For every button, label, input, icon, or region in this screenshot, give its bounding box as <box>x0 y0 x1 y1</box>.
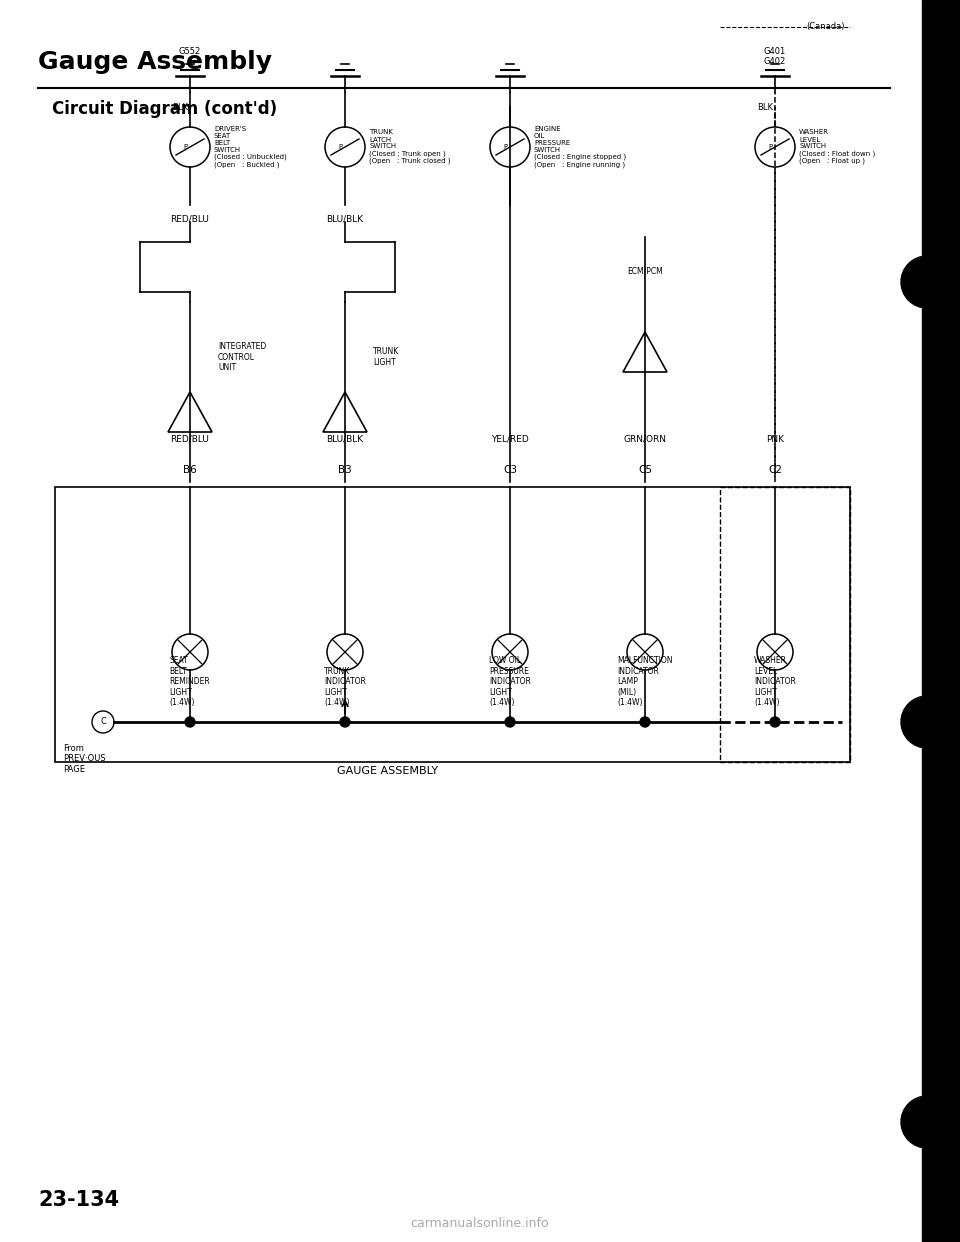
Text: TRUNK
INDICATOR
LIGHT
(1.4W): TRUNK INDICATOR LIGHT (1.4W) <box>324 667 366 707</box>
Text: BLU/BLK: BLU/BLK <box>326 435 364 443</box>
Circle shape <box>340 717 350 727</box>
Text: BLK: BLK <box>172 103 188 112</box>
Text: ECM/PCM: ECM/PCM <box>627 267 662 276</box>
Text: WASHER
LEVEL
SWITCH
(Closed : Float down )
(Open   : Float up ): WASHER LEVEL SWITCH (Closed : Float down… <box>799 129 876 164</box>
Text: YEL/RED: YEL/RED <box>492 435 529 443</box>
Circle shape <box>901 696 953 748</box>
Text: C5: C5 <box>638 465 652 474</box>
Text: P: P <box>338 144 342 150</box>
Text: RED/BLU: RED/BLU <box>171 215 209 224</box>
Text: 23-134: 23-134 <box>38 1190 119 1210</box>
Text: GRN/ORN: GRN/ORN <box>623 435 666 443</box>
Circle shape <box>505 717 515 727</box>
Text: Gauge Assembly: Gauge Assembly <box>38 50 272 75</box>
Text: ENGINE
OIL
PRESSURE
SWITCH
(Closed : Engine stopped )
(Open   : Engine running ): ENGINE OIL PRESSURE SWITCH (Closed : Eng… <box>534 125 626 168</box>
Text: B6: B6 <box>183 465 197 474</box>
Text: G401
G402: G401 G402 <box>764 47 786 66</box>
Text: MALFUNCTION
INDICATOR
LAMP
(MIL)
(1.4W): MALFUNCTION INDICATOR LAMP (MIL) (1.4W) <box>617 657 673 707</box>
Text: C: C <box>100 718 106 727</box>
Text: BLU/BLK: BLU/BLK <box>326 215 364 224</box>
Text: PNK: PNK <box>766 435 784 443</box>
Text: BLK: BLK <box>757 103 773 112</box>
Bar <box>720 487 850 763</box>
Text: WASHER
LEVEL
INDICATOR
LIGHT
(1.4W): WASHER LEVEL INDICATOR LIGHT (1.4W) <box>754 657 796 707</box>
Text: carmanualsonline.info: carmanualsonline.info <box>411 1217 549 1230</box>
Text: From
PREV·OUS
PAGE: From PREV·OUS PAGE <box>63 744 106 774</box>
Bar <box>55 487 850 763</box>
Text: LOW OIL
PRESSURE
INDICATOR
LIGHT
(1.4W): LOW OIL PRESSURE INDICATOR LIGHT (1.4W) <box>489 657 531 707</box>
Text: B3: B3 <box>338 465 352 474</box>
Text: P: P <box>503 144 507 150</box>
Text: RED/BLU: RED/BLU <box>171 435 209 443</box>
Circle shape <box>901 1095 953 1148</box>
Text: TRUNK
LIGHT: TRUNK LIGHT <box>373 348 399 366</box>
Circle shape <box>901 256 953 308</box>
Text: INTEGRATED
CONTROL
UNIT: INTEGRATED CONTROL UNIT <box>218 342 266 371</box>
Circle shape <box>185 717 195 727</box>
Text: G552: G552 <box>179 47 202 56</box>
Text: SEAT
BELT
REMINDER
LIGHT
(1.4W): SEAT BELT REMINDER LIGHT (1.4W) <box>170 657 210 707</box>
Text: DRIVER'S
SEAT
BELT
SWITCH
(Closed : Unbuckled)
(Open   : Buckled ): DRIVER'S SEAT BELT SWITCH (Closed : Unbu… <box>214 125 287 168</box>
Circle shape <box>770 717 780 727</box>
Text: TRUNK
LATCH
SWITCH
(Closed : Trunk open )
(Open   : Trunk closed ): TRUNK LATCH SWITCH (Closed : Trunk open … <box>369 129 450 164</box>
Text: P: P <box>768 144 772 150</box>
Circle shape <box>640 717 650 727</box>
Text: GAUGE ASSEMBLY: GAUGE ASSEMBLY <box>337 766 438 776</box>
Text: P: P <box>183 144 187 150</box>
Text: Circuit Diagram (cont'd): Circuit Diagram (cont'd) <box>52 101 277 118</box>
Text: C2: C2 <box>768 465 782 474</box>
Text: (Canada): (Canada) <box>806 22 845 31</box>
Text: C3: C3 <box>503 465 517 474</box>
